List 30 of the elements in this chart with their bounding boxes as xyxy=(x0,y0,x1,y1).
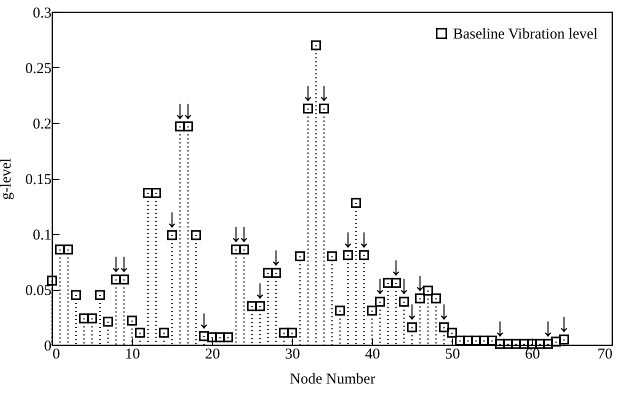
annotation: ↓ xyxy=(414,267,426,296)
annotation: ↓ xyxy=(342,224,354,254)
y-axis-title: g-level xyxy=(0,158,14,200)
x-tick-label: 60 xyxy=(525,346,540,362)
y-tick-label: 0.2 xyxy=(32,116,52,132)
y-tick-label: 0.1 xyxy=(32,228,52,244)
annotation: ↓ xyxy=(438,296,450,326)
annotation: ↓ xyxy=(374,270,386,300)
annotation: ↓ xyxy=(318,78,330,107)
x-tick-label: 70 xyxy=(598,346,612,362)
annotation: ↓ xyxy=(542,312,554,342)
annotation: ↓ xyxy=(166,204,178,234)
x-tick-label: 10 xyxy=(125,346,140,362)
annotation: ↓ xyxy=(270,242,282,271)
x-tick-label: 30 xyxy=(285,346,300,362)
y-tick-label: 0.15 xyxy=(25,172,52,188)
annotation: ↓ xyxy=(254,275,266,304)
y-tick-label: 0.05 xyxy=(25,283,52,299)
x-tick-label: 50 xyxy=(445,346,460,362)
x-tick-label: 40 xyxy=(365,346,380,362)
annotation: ↓ xyxy=(302,78,314,107)
annotation: ↓ xyxy=(198,305,210,334)
x-axis-title: Node Number xyxy=(290,372,376,388)
legend-label: Baseline Vibration level xyxy=(453,26,598,42)
annotation: ↓ xyxy=(358,224,370,254)
x-tick-label: 20 xyxy=(205,346,220,362)
annotation: ↓ xyxy=(558,308,570,338)
y-tick-label: 0.25 xyxy=(25,61,52,77)
annotation: ↓ xyxy=(494,312,506,342)
y-tick-label: 0.3 xyxy=(32,6,52,22)
